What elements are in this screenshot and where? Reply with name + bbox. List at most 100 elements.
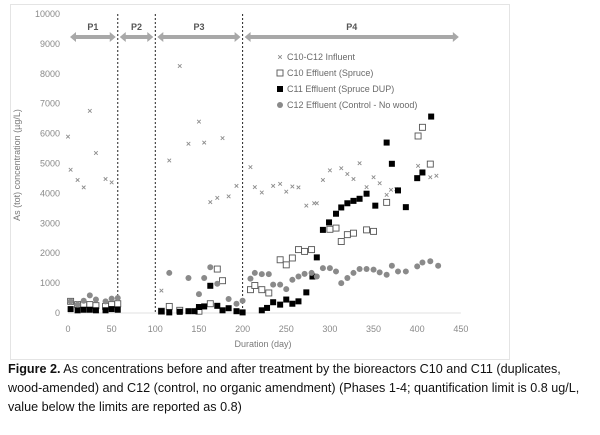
data-point xyxy=(290,184,295,189)
data-point xyxy=(363,266,370,273)
data-point xyxy=(219,307,226,314)
chart-frame xyxy=(10,4,510,360)
data-point xyxy=(176,308,183,315)
legend-label: C11 Effluent (Spruce DUP) xyxy=(287,84,394,94)
legend-marker xyxy=(276,69,284,77)
data-point xyxy=(333,210,340,217)
x-tick-label: 150 xyxy=(191,324,206,334)
data-point xyxy=(288,254,296,262)
data-point xyxy=(80,297,87,304)
data-point xyxy=(289,300,296,307)
data-point xyxy=(356,266,363,273)
data-point xyxy=(207,282,214,289)
data-point xyxy=(309,273,316,280)
legend-label: C10 Effluent (Spruce) xyxy=(287,68,373,78)
y-tick-label: 7000 xyxy=(40,99,60,109)
y-axis-label: As (tot) concentration (µg/L) xyxy=(12,109,22,221)
data-point xyxy=(428,175,433,180)
data-point xyxy=(186,141,191,146)
data-point xyxy=(308,246,316,254)
data-point xyxy=(258,271,265,278)
data-point xyxy=(270,299,277,306)
data-point xyxy=(426,160,434,168)
data-point xyxy=(213,265,221,273)
x-tick-label: 50 xyxy=(107,324,117,334)
data-point xyxy=(215,195,220,201)
x-tick-label: 350 xyxy=(366,324,381,334)
data-point xyxy=(102,298,109,305)
data-point xyxy=(319,226,326,233)
data-point xyxy=(383,139,390,146)
data-point xyxy=(308,269,315,276)
data-point xyxy=(434,173,439,178)
data-point xyxy=(248,164,253,170)
data-point xyxy=(394,187,401,194)
data-point xyxy=(357,161,362,166)
data-point xyxy=(177,63,182,69)
data-point xyxy=(207,264,214,271)
y-tick-label: 3000 xyxy=(40,218,60,228)
legend-marker xyxy=(277,102,283,108)
y-tick-label: 1000 xyxy=(40,278,60,288)
legend-label: C10-C12 Influent xyxy=(287,52,356,62)
data-point xyxy=(370,266,377,273)
y-tick-label: 6000 xyxy=(40,129,60,139)
data-point xyxy=(343,231,351,239)
data-point xyxy=(384,192,389,198)
data-point xyxy=(185,275,192,282)
x-tick-label: 400 xyxy=(410,324,425,334)
data-point xyxy=(370,227,377,235)
data-point xyxy=(234,183,239,189)
data-point xyxy=(356,195,363,202)
data-point xyxy=(350,229,357,237)
phase-label: P3 xyxy=(193,22,204,32)
data-point xyxy=(276,256,284,264)
legend-marker xyxy=(277,86,283,92)
legend-label: C12 Effluent (Control - No wood) xyxy=(287,100,417,110)
data-point xyxy=(239,309,246,316)
data-point xyxy=(338,204,345,211)
data-point xyxy=(220,135,225,141)
phase-label: P4 xyxy=(346,22,357,32)
x-tick-label: 100 xyxy=(148,324,163,334)
data-point xyxy=(259,190,264,195)
data-point xyxy=(114,300,122,308)
y-tick-label: 0 xyxy=(55,308,60,318)
data-point xyxy=(350,269,357,276)
data-point xyxy=(208,199,213,205)
data-point xyxy=(351,176,356,182)
x-tick-label: 450 xyxy=(453,324,468,334)
data-point xyxy=(388,262,395,269)
data-point xyxy=(338,280,345,287)
data-point xyxy=(201,275,208,282)
data-point xyxy=(333,268,340,275)
data-point xyxy=(283,296,290,303)
data-point xyxy=(415,163,421,169)
data-point xyxy=(283,286,290,293)
data-point xyxy=(295,273,302,280)
data-point xyxy=(372,202,379,209)
data-point xyxy=(327,168,333,173)
data-point xyxy=(402,204,409,211)
data-point xyxy=(418,123,426,131)
data-point xyxy=(114,306,121,313)
x-tick-label: 200 xyxy=(235,324,250,334)
data-point xyxy=(86,292,93,299)
phase-label: P2 xyxy=(131,22,142,32)
data-point xyxy=(239,297,246,304)
data-point xyxy=(114,295,121,302)
data-point xyxy=(427,258,434,265)
phase-label: P1 xyxy=(87,22,98,32)
data-point xyxy=(206,300,214,308)
data-point xyxy=(202,140,207,145)
data-point xyxy=(225,295,232,302)
data-point xyxy=(103,176,108,182)
x-tick-label: 0 xyxy=(65,324,70,334)
data-point xyxy=(377,181,382,186)
data-point xyxy=(289,276,296,283)
data-point xyxy=(319,265,326,272)
data-point xyxy=(67,298,74,305)
data-point xyxy=(414,175,421,182)
data-point xyxy=(226,194,231,199)
data-point xyxy=(219,277,226,285)
